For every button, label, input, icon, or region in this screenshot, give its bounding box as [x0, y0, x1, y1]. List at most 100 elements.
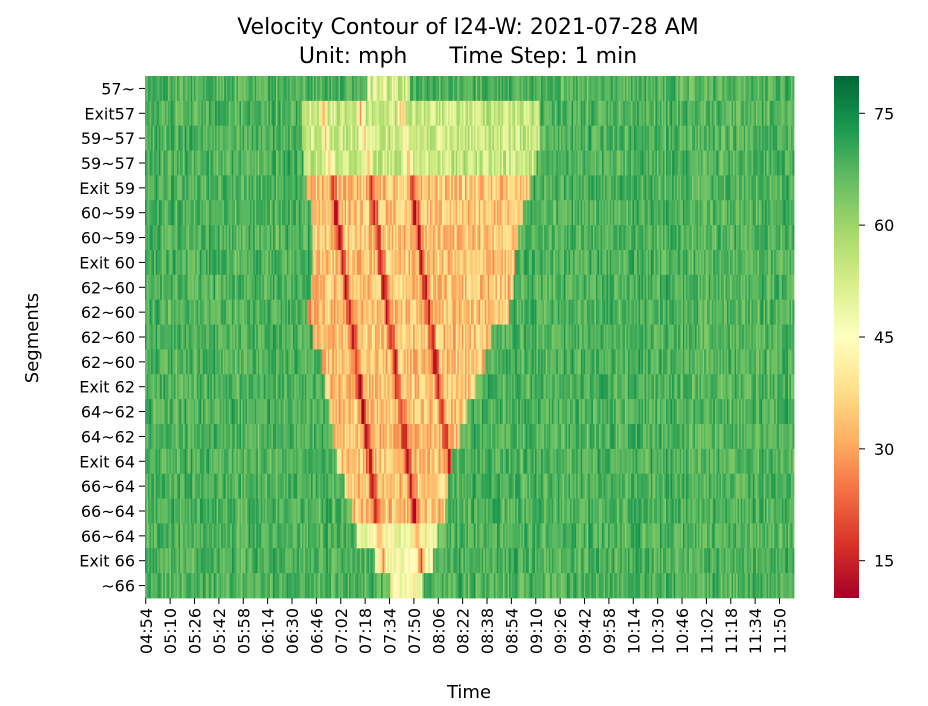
heatmap-cell: [658, 150, 661, 176]
heatmap-cell: [439, 250, 441, 276]
heatmap-cell: [262, 175, 265, 201]
heatmap-cell: [446, 76, 449, 102]
heatmap-cell: [509, 200, 512, 226]
heatmap-cell: [403, 250, 406, 276]
heatmap-cell: [650, 100, 653, 127]
heatmap-cell: [688, 299, 691, 325]
heatmap-cell: [662, 299, 665, 325]
heatmap-cell: [402, 324, 405, 350]
heatmap-cell: [556, 349, 559, 375]
heatmap-cell: [678, 299, 681, 325]
heatmap-cell: [664, 100, 667, 127]
heatmap-cell: [306, 274, 309, 301]
heatmap-cell: [314, 274, 317, 301]
heatmap-cell: [365, 76, 368, 102]
heatmap-cell: [463, 100, 466, 127]
heatmap-cell: [551, 150, 554, 176]
heatmap-cell: [201, 150, 204, 176]
heatmap-cell: [463, 76, 466, 102]
heatmap-cell: [437, 349, 440, 375]
heatmap-cell: [471, 76, 473, 102]
heatmap-cell: [606, 175, 609, 201]
heatmap-cell: [341, 349, 344, 375]
heatmap-cell: [234, 100, 237, 127]
heatmap-cell: [161, 274, 164, 301]
heatmap-cell: [180, 225, 182, 251]
heatmap-cell: [713, 274, 716, 301]
heatmap-cell: [301, 250, 304, 276]
heatmap-cell: [510, 150, 513, 176]
heatmap-cell: [180, 274, 182, 301]
heatmap-cell: [723, 76, 726, 102]
heatmap-cell: [254, 225, 257, 251]
heatmap-cell: [498, 150, 501, 176]
heatmap-cell: [413, 225, 416, 251]
heatmap-cell: [612, 250, 615, 276]
heatmap-cell: [763, 175, 766, 201]
heatmap-cell: [506, 324, 508, 350]
heatmap-cell: [311, 100, 313, 127]
heatmap-cell: [726, 125, 729, 151]
heatmap-cell: [620, 274, 623, 301]
heatmap-cell: [233, 250, 236, 276]
heatmap-cell: [623, 250, 626, 276]
heatmap-cell: [455, 125, 458, 151]
heatmap-cell: [512, 324, 515, 350]
heatmap-cell: [442, 274, 444, 301]
heatmap-cell: [487, 324, 490, 350]
heatmap-cell: [539, 250, 542, 276]
heatmap-cell: [509, 225, 512, 251]
heatmap-cell: [347, 100, 350, 127]
heatmap-cell: [361, 200, 364, 226]
heatmap-cell: [771, 299, 774, 325]
heatmap-cell: [635, 324, 638, 350]
heatmap-cell: [367, 175, 370, 201]
heatmap-cell: [778, 150, 781, 176]
heatmap-cell: [378, 274, 381, 301]
heatmap-cell: [455, 250, 458, 276]
heatmap-cell: [573, 125, 576, 151]
heatmap-cell: [240, 274, 243, 301]
heatmap-cell: [387, 324, 390, 350]
heatmap-cell: [145, 250, 147, 276]
heatmap-cell: [768, 100, 771, 127]
heatmap-cell: [621, 175, 624, 201]
heatmap-cell: [583, 349, 586, 375]
heatmap-cell: [740, 299, 743, 325]
heatmap-cell: [196, 274, 199, 301]
heatmap-cell: [702, 250, 705, 276]
heatmap-cell: [484, 299, 487, 325]
heatmap-cell: [285, 200, 288, 226]
heatmap-cell: [417, 349, 420, 375]
heatmap-cell: [381, 200, 384, 226]
heatmap-cell: [315, 200, 318, 226]
heatmap-cell: [560, 125, 563, 151]
heatmap-cell: [687, 150, 690, 176]
heatmap-cell: [347, 324, 350, 350]
heatmap-cell: [673, 76, 676, 102]
heatmap-cell: [397, 175, 400, 201]
heatmap-cell: [149, 299, 152, 325]
heatmap-cell: [455, 200, 458, 226]
heatmap-cell: [571, 76, 574, 102]
heatmap-cell: [399, 100, 402, 127]
heatmap-cell: [247, 299, 249, 325]
heatmap-cell: [489, 175, 492, 201]
heatmap-cell: [282, 100, 285, 127]
heatmap-cell: [321, 349, 324, 375]
heatmap-cell: [719, 299, 722, 325]
heatmap-cell: [565, 349, 568, 375]
heatmap-cell: [291, 200, 294, 226]
heatmap-cell: [748, 299, 751, 325]
heatmap-cell: [352, 76, 355, 102]
heatmap-cell: [169, 349, 172, 375]
heatmap-cell: [239, 324, 242, 350]
heatmap-cell: [413, 175, 416, 201]
heatmap-cell: [172, 100, 175, 127]
heatmap-cell: [373, 125, 376, 151]
heatmap-cell: [318, 150, 321, 176]
heatmap-cell: [435, 200, 438, 226]
heatmap-cell: [644, 299, 647, 325]
heatmap-cell: [780, 200, 783, 226]
